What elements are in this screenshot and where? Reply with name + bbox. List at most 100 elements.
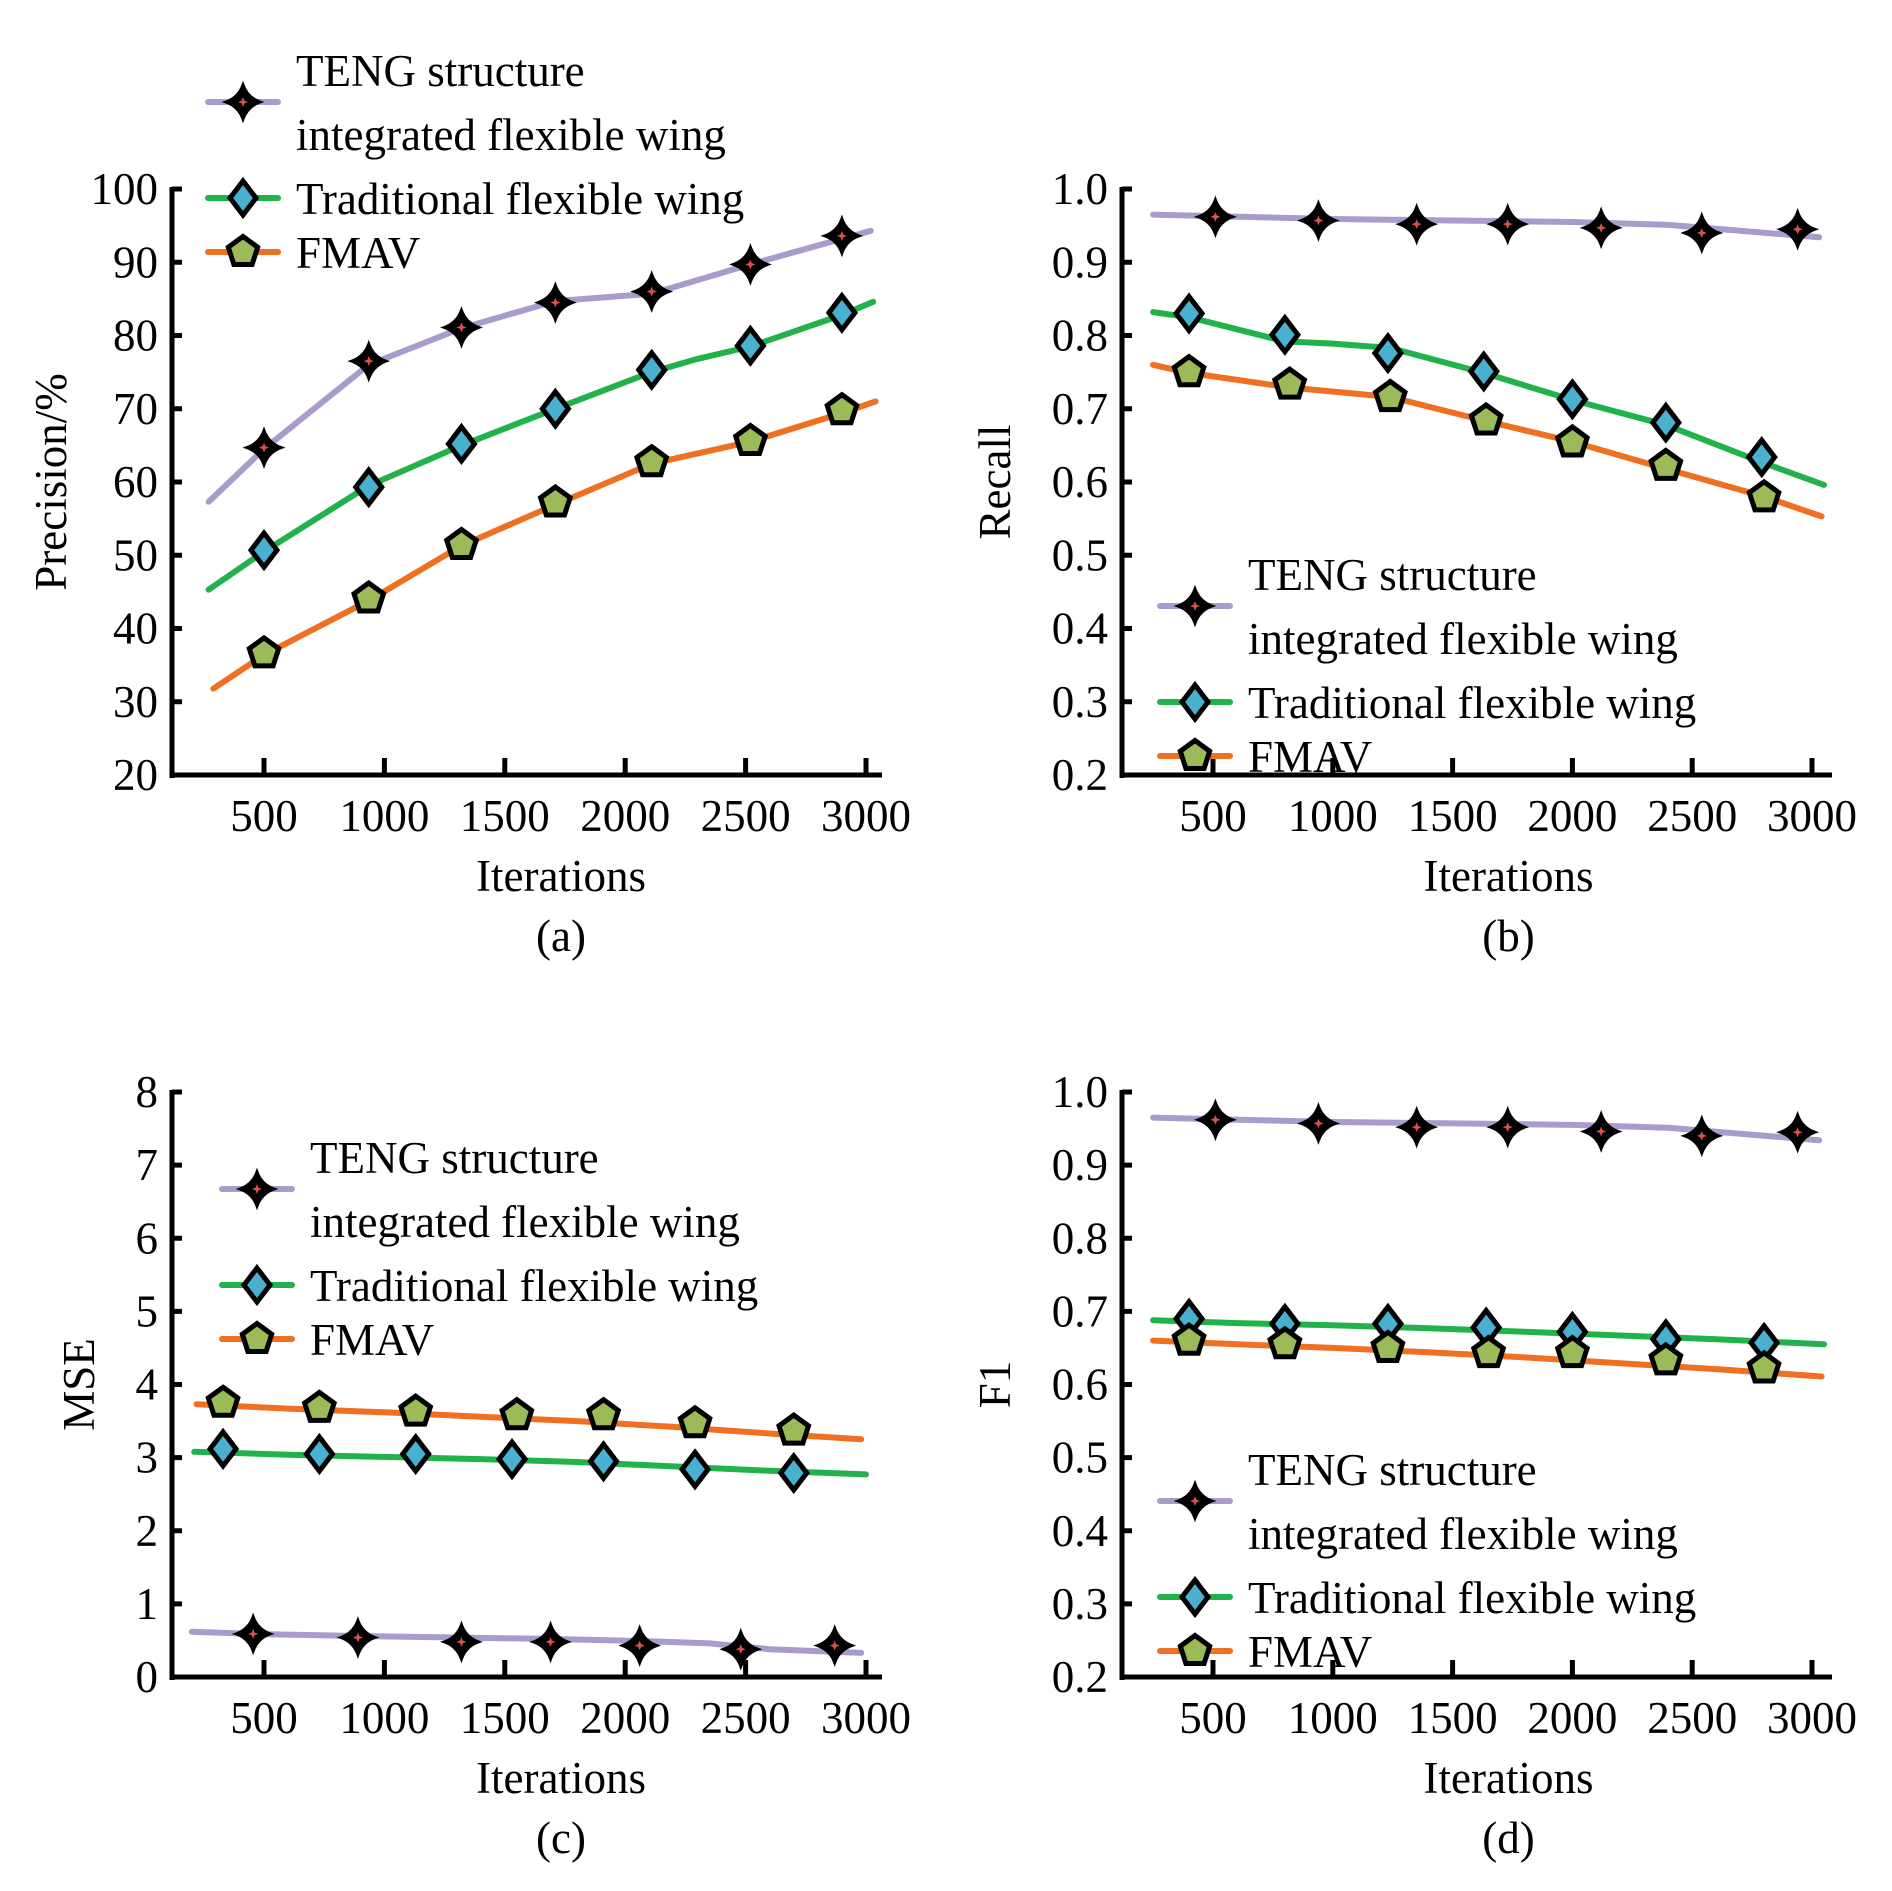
- legend-label: integrated flexible wing: [1248, 614, 1678, 664]
- y-tick-label: 30: [113, 677, 158, 727]
- star-marker-center: [1596, 222, 1607, 233]
- star-marker-center: [1210, 211, 1221, 222]
- star-marker-center: [1502, 219, 1513, 230]
- data-point-fmav: [398, 1393, 434, 1427]
- chart-mse: 0 1 2 3 4 5 6 7 8 500 1000 1500 2000 2500 3000 Iteratio…: [54, 1067, 911, 1863]
- panel-label: (c): [536, 1813, 586, 1863]
- star-marker-center: [646, 286, 657, 297]
- data-point-teng: [630, 270, 674, 313]
- data-point-traditional: [1556, 378, 1589, 421]
- data-point-fmav: [824, 391, 860, 426]
- data-point-teng: [728, 243, 772, 286]
- x-tick-label: 3000: [821, 1693, 911, 1743]
- data-point-teng: [1579, 206, 1623, 250]
- x-tick-label: 1000: [1288, 791, 1378, 841]
- y-tick-label: 0.5: [1052, 1433, 1108, 1483]
- legend: TENG structure integrated flexible wing Tr…: [205, 46, 744, 278]
- data-point-traditional: [635, 348, 668, 392]
- y-tick-label: 90: [113, 237, 158, 287]
- x-tick-label: 2500: [701, 791, 791, 841]
- data-point-fmav: [1648, 1341, 1684, 1376]
- series-teng: [188, 1612, 865, 1671]
- legend-marker-star: [235, 1167, 279, 1211]
- y-tick-label: 0.6: [1052, 1360, 1108, 1410]
- data-point-teng: [1296, 199, 1340, 242]
- series-teng: [205, 214, 874, 505]
- series-teng: [1150, 1098, 1823, 1158]
- legend-item-teng: TENG structure integrated flexible wing: [219, 1133, 740, 1247]
- data-point-traditional: [352, 466, 385, 509]
- star-marker-center: [1411, 219, 1422, 230]
- star-marker-center: [1313, 1118, 1324, 1129]
- legend-label: TENG structure: [310, 1133, 599, 1183]
- data-point-traditional: [303, 1432, 336, 1476]
- x-tick-label: 2000: [1527, 791, 1617, 841]
- star-marker-center: [238, 97, 248, 107]
- series-line-fmav: [210, 398, 879, 692]
- star-marker-center: [456, 322, 467, 333]
- x-tick-label: 1000: [339, 1693, 429, 1743]
- data-point-fmav: [1648, 447, 1684, 481]
- data-point-fmav: [776, 1412, 812, 1446]
- data-point-fmav: [1171, 1322, 1207, 1356]
- legend-marker-diamond: [240, 1263, 274, 1307]
- data-point-teng: [1680, 1114, 1724, 1158]
- legend-item-teng: TENG structure integrated flexible wing: [205, 46, 726, 160]
- y-tick-label: 50: [113, 530, 158, 580]
- y-tick-label: 40: [113, 604, 158, 654]
- data-point-teng: [242, 426, 286, 469]
- data-point-teng: [529, 1620, 572, 1664]
- x-tick-label: 2500: [1647, 1693, 1737, 1743]
- y-tick-label: 0.5: [1052, 530, 1108, 580]
- data-point-teng: [1193, 1098, 1237, 1142]
- x-tick-label: 2500: [1647, 791, 1737, 841]
- y-tick-label: 0.8: [1052, 311, 1108, 361]
- y-tick-label: 80: [113, 311, 158, 361]
- data-point-traditional: [1745, 435, 1778, 479]
- legend-label: Traditional flexible wing: [1248, 678, 1696, 728]
- star-marker-center: [745, 259, 756, 270]
- x-tick-label: 3000: [1767, 791, 1857, 841]
- legend-marker-pentagon: [1177, 737, 1213, 771]
- y-tick-label: 60: [113, 457, 158, 507]
- x-tick-label: 2000: [580, 791, 670, 841]
- data-point-teng: [533, 281, 577, 324]
- y-tick-label: 0.3: [1052, 677, 1108, 727]
- x-tick-label: 1000: [339, 791, 429, 841]
- x-tick-label: 1500: [460, 1693, 550, 1743]
- y-tick-label: 1.0: [1052, 1067, 1108, 1117]
- data-point-fmav: [1372, 378, 1408, 413]
- data-point-traditional: [399, 1432, 432, 1476]
- data-point-traditional: [539, 387, 572, 430]
- x-axis-title: Iterations: [1424, 851, 1594, 901]
- y-axis-title: F1: [970, 1361, 1020, 1409]
- data-point-fmav: [301, 1389, 338, 1423]
- data-point-teng: [1579, 1110, 1623, 1153]
- star-marker-center: [1190, 601, 1200, 611]
- y-axis-title: Precision/%: [26, 373, 76, 590]
- legend-label: Traditional flexible wing: [310, 1261, 758, 1311]
- legend-label: Traditional flexible wing: [1248, 1573, 1696, 1623]
- data-point-fmav: [443, 526, 480, 560]
- y-tick-label: 3: [136, 1433, 159, 1483]
- y-tick-label: 70: [113, 384, 158, 434]
- star-marker-center: [1792, 224, 1803, 235]
- y-tick-label: 8: [136, 1067, 159, 1117]
- series-fmav: [1150, 353, 1825, 520]
- series-traditional: [1150, 292, 1827, 488]
- data-point-teng: [1486, 1105, 1530, 1149]
- star-marker-center: [1596, 1126, 1607, 1137]
- star-marker-center: [252, 1184, 262, 1194]
- data-point-teng: [1395, 202, 1439, 246]
- y-tick-label: 0.6: [1052, 457, 1108, 507]
- data-point-teng: [1776, 1110, 1820, 1154]
- data-point-teng: [1680, 211, 1724, 255]
- data-point-traditional: [777, 1451, 810, 1495]
- series-traditional: [205, 291, 877, 593]
- x-tick-label: 500: [1179, 791, 1247, 841]
- series-fmav: [210, 391, 879, 692]
- data-point-fmav: [1746, 478, 1782, 513]
- data-point-teng: [1193, 195, 1237, 239]
- legend-item-fmav: FMAV: [1157, 1627, 1372, 1677]
